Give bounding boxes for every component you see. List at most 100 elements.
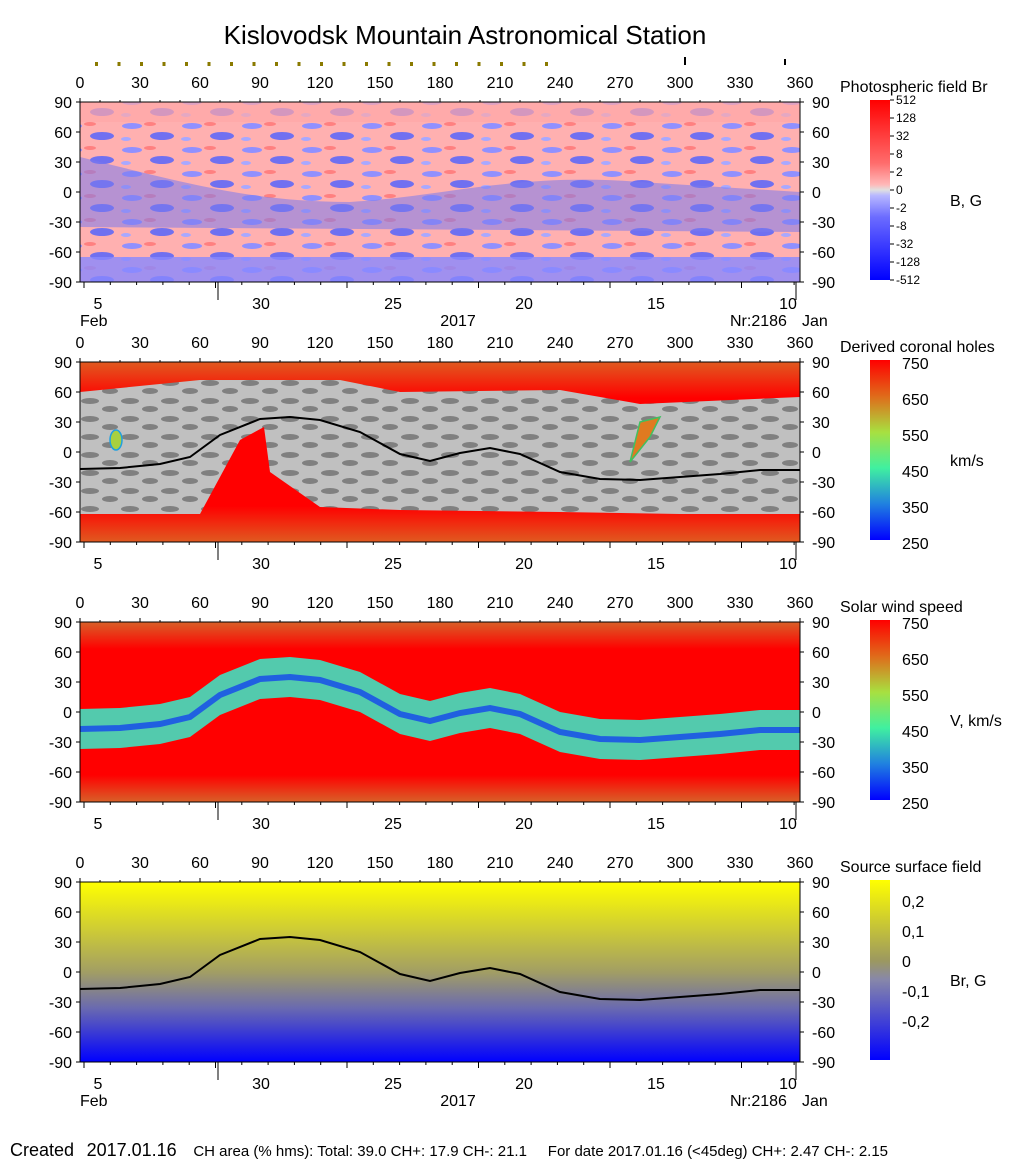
rotation-label: Nr:2186 [730, 1093, 787, 1110]
date-tick-label: 25 [384, 816, 402, 833]
lon-tick-label: 330 [727, 75, 754, 92]
month-right-label: Jan [802, 313, 828, 330]
coverage-mark [784, 59, 786, 65]
colorbar-unit: km/s [950, 453, 984, 470]
date-tick-label: 20 [515, 1076, 533, 1093]
panel-title: Photospheric field Br [840, 79, 988, 96]
for-date-text: For date 2017.01.16 (<45deg) CH+: 2.47 C… [547, 1143, 889, 1160]
lat-tick-label-left: 90 [54, 355, 72, 372]
colorbar-label: 750 [902, 356, 929, 373]
lat-tick-label-left: -30 [49, 995, 72, 1012]
lat-tick-label-right: 90 [812, 875, 830, 892]
lat-tick-label-left: 90 [54, 875, 72, 892]
date-tick-label: 15 [647, 1076, 665, 1093]
colorbar-unit: V, km/s [950, 713, 1002, 730]
date-tick-label: 10 [779, 816, 797, 833]
lon-tick-label: 330 [727, 855, 754, 872]
panel-title: Source surface field [840, 859, 981, 876]
colorbar-label: -0,2 [902, 1014, 930, 1031]
lon-tick-label: 180 [427, 855, 454, 872]
date-tick-label: 5 [94, 556, 103, 573]
lon-tick-label: 150 [367, 75, 394, 92]
lat-tick-label-left: 30 [54, 675, 72, 692]
colorbar-label: -32 [896, 237, 914, 251]
lon-tick-label: 30 [131, 595, 149, 612]
lat-tick-label-left: -90 [49, 275, 72, 292]
lat-tick-label-left: 60 [54, 125, 72, 142]
date-tick-label: 15 [647, 816, 665, 833]
year-label: 2017 [440, 313, 476, 330]
lon-tick-label: 360 [787, 335, 814, 352]
lat-tick-label-right: 60 [812, 385, 830, 402]
lon-tick-label: 330 [727, 335, 754, 352]
lon-tick-label: 120 [307, 75, 334, 92]
lat-tick-label-right: 0 [812, 445, 821, 462]
coverage-mark [522, 62, 526, 66]
lon-tick-label: 30 [131, 855, 149, 872]
south-polar-field [80, 257, 800, 282]
lon-tick-label: 300 [667, 75, 694, 92]
neutral-line [79, 935, 800, 1002]
lon-tick-label: 180 [427, 335, 454, 352]
coverage-mark [477, 62, 481, 66]
date-tick-label: 30 [252, 296, 270, 313]
page-title: Kislovodsk Mountain Astronomical Station [223, 20, 707, 50]
lat-tick-label-right: -60 [812, 1025, 835, 1042]
lon-tick-label: 180 [427, 595, 454, 612]
date-tick-label: 20 [515, 296, 533, 313]
coverage-mark [275, 62, 278, 66]
lon-tick-label: 300 [667, 595, 694, 612]
colorbar-label: 450 [902, 724, 929, 741]
colorbar-label: 550 [902, 428, 929, 445]
coverage-mark [320, 62, 323, 66]
lon-tick-label: 240 [547, 75, 574, 92]
date-tick-label: 30 [252, 816, 270, 833]
coverage-mark [500, 62, 503, 66]
panel-title: Derived coronal holes [840, 339, 995, 356]
colorbar-label: 550 [902, 688, 929, 705]
date-tick-label: 30 [252, 1076, 270, 1093]
colorbar-label: 0,2 [902, 894, 924, 911]
lon-tick-label: 0 [76, 855, 85, 872]
rotation-label: Nr:2186 [730, 313, 787, 330]
date-tick-label: 20 [515, 816, 533, 833]
plot-area [80, 882, 800, 1062]
date-tick-label: 10 [779, 296, 797, 313]
created-date: 2017.01.16 [86, 1140, 177, 1160]
lat-tick-label-right: -60 [812, 245, 835, 262]
lat-tick-label-left: 60 [54, 645, 72, 662]
month-left-label: Feb [80, 313, 108, 330]
colorbar-label: 350 [902, 760, 929, 777]
colorbar [870, 620, 890, 800]
colorbar-label: 750 [902, 616, 929, 633]
colorbar-label: 128 [896, 111, 916, 125]
lon-tick-label: 60 [191, 855, 209, 872]
lon-tick-label: 60 [191, 75, 209, 92]
lat-tick-label-right: -90 [812, 795, 835, 812]
lon-tick-label: 300 [667, 855, 694, 872]
date-tick-label: 30 [252, 556, 270, 573]
colorbar-label: 250 [902, 536, 929, 553]
lon-tick-label: 0 [76, 75, 85, 92]
lon-tick-label: 180 [427, 75, 454, 92]
lat-tick-label-left: 30 [54, 155, 72, 172]
lat-tick-label-right: 0 [812, 185, 821, 202]
date-tick-label: 20 [515, 556, 533, 573]
colorbar-label: 650 [902, 392, 929, 409]
coverage-mark [117, 62, 121, 66]
coverage-mark [432, 62, 436, 66]
colorbar-label: 0,1 [902, 924, 924, 941]
colorbar-label: 2 [896, 165, 903, 179]
lon-tick-label: 270 [607, 595, 634, 612]
lat-tick-label-right: 90 [812, 95, 830, 112]
coverage-mark [342, 62, 346, 66]
lat-tick-label-right: -90 [812, 535, 835, 552]
colorbar-label: 32 [896, 129, 910, 143]
coverage-mark [410, 62, 413, 66]
colorbar-label: -0,1 [902, 984, 930, 1001]
lat-tick-label-right: 30 [812, 415, 830, 432]
lon-tick-label: 30 [131, 335, 149, 352]
